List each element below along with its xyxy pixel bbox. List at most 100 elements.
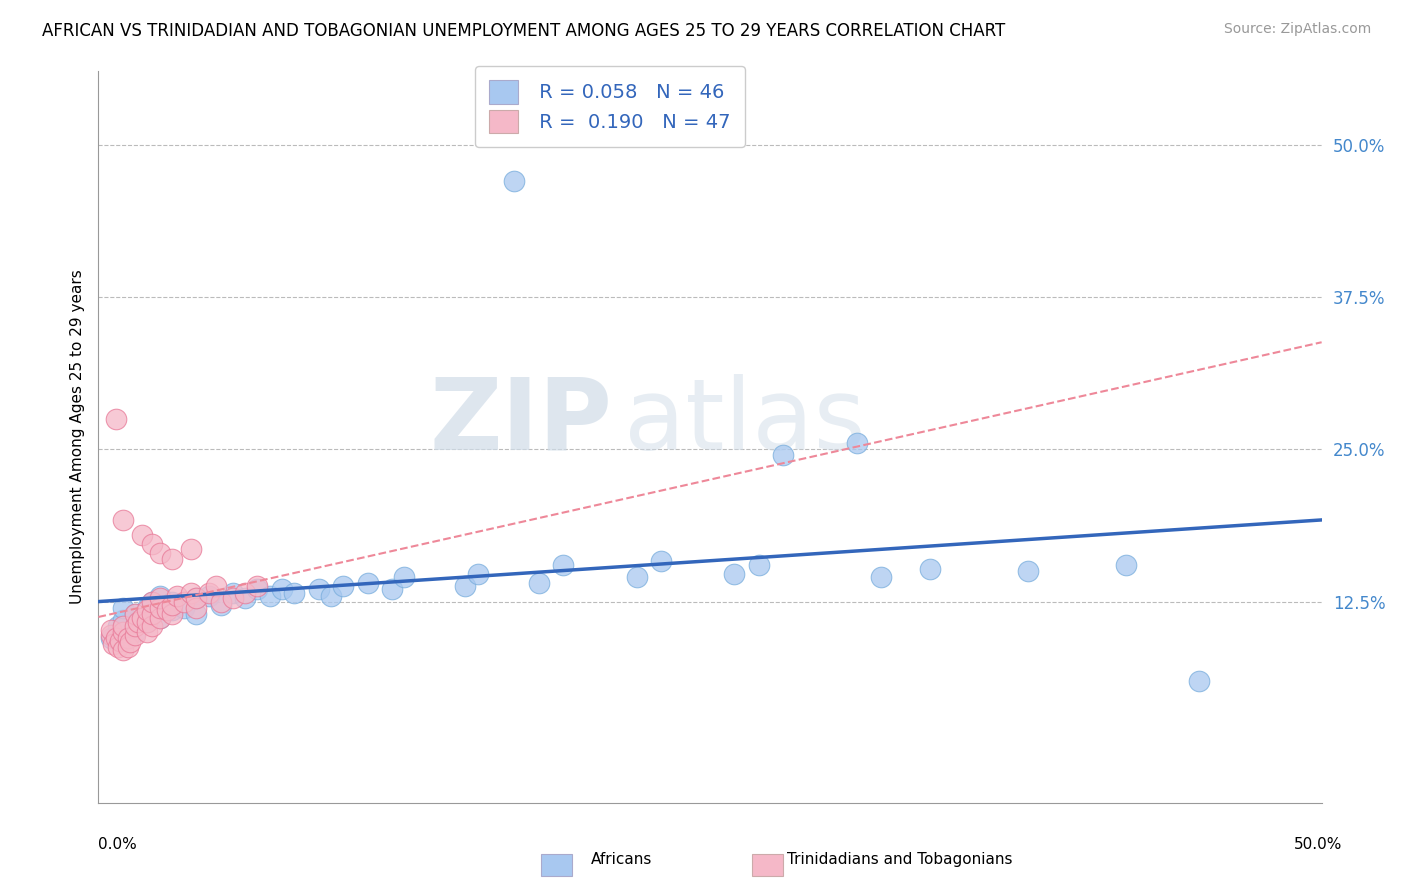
Point <box>270 582 294 597</box>
Point <box>160 607 183 621</box>
Point <box>131 610 153 624</box>
Point <box>180 542 202 557</box>
Point <box>124 607 146 621</box>
Point <box>160 552 183 566</box>
Point <box>772 448 794 462</box>
Point <box>205 579 228 593</box>
Point <box>186 600 208 615</box>
Point <box>173 594 195 608</box>
Point <box>283 586 305 600</box>
Text: 0.0%: 0.0% <box>98 837 138 852</box>
Point <box>233 591 256 605</box>
Point <box>845 436 868 450</box>
Point <box>149 610 172 624</box>
Point <box>120 635 142 649</box>
Point <box>136 600 159 615</box>
FancyBboxPatch shape <box>752 854 783 876</box>
Point <box>136 615 159 630</box>
Point <box>356 576 378 591</box>
Point <box>503 174 526 188</box>
Point <box>723 566 745 581</box>
Point <box>246 582 269 597</box>
Point <box>392 570 416 584</box>
Point <box>149 610 172 624</box>
Point <box>222 591 245 605</box>
Point <box>124 607 146 621</box>
Point <box>1188 673 1211 688</box>
Point <box>209 594 232 608</box>
Point <box>111 643 134 657</box>
Point <box>209 599 232 613</box>
Point <box>100 632 122 646</box>
Point <box>136 615 159 630</box>
Point <box>141 537 163 551</box>
Point <box>149 600 172 615</box>
Point <box>626 570 648 584</box>
Point <box>110 633 132 648</box>
Text: ZIP: ZIP <box>429 374 612 471</box>
Point <box>1017 564 1039 578</box>
Point <box>124 627 146 641</box>
Point <box>104 632 127 646</box>
Point <box>160 599 183 613</box>
Point <box>160 603 183 617</box>
Point <box>136 625 159 640</box>
Point <box>127 615 149 630</box>
Text: AFRICAN VS TRINIDADIAN AND TOBAGONIAN UNEMPLOYMENT AMONG AGES 25 TO 29 YEARS COR: AFRICAN VS TRINIDADIAN AND TOBAGONIAN UN… <box>42 22 1005 40</box>
Point <box>100 623 122 637</box>
Point <box>332 579 354 593</box>
Point <box>454 579 477 593</box>
Point <box>920 562 942 576</box>
Point <box>141 594 163 608</box>
Text: Source: ZipAtlas.com: Source: ZipAtlas.com <box>1223 22 1371 37</box>
Point <box>149 546 172 560</box>
Point <box>166 589 188 603</box>
Point <box>136 603 159 617</box>
Point <box>124 619 146 633</box>
Point <box>111 600 134 615</box>
Point <box>141 619 163 633</box>
Point <box>186 591 208 605</box>
Text: 50.0%: 50.0% <box>1295 837 1343 852</box>
Point <box>111 513 134 527</box>
Point <box>173 600 195 615</box>
Point <box>553 558 575 573</box>
Point <box>117 640 139 654</box>
Point <box>101 637 124 651</box>
Text: Africans: Africans <box>591 852 652 867</box>
Point <box>160 594 183 608</box>
Point <box>104 412 127 426</box>
Point <box>180 586 202 600</box>
Point <box>156 603 179 617</box>
Point <box>467 566 489 581</box>
Point <box>111 625 134 640</box>
Point <box>100 627 122 641</box>
Text: Trinidadians and Tobagonians: Trinidadians and Tobagonians <box>787 852 1012 867</box>
Point <box>1115 558 1137 573</box>
Point <box>259 589 281 603</box>
Point <box>186 591 208 605</box>
Point <box>186 607 208 621</box>
FancyBboxPatch shape <box>541 854 572 876</box>
Point <box>141 607 163 621</box>
Point <box>527 576 550 591</box>
Point <box>141 594 163 608</box>
Point <box>149 591 172 605</box>
Point <box>650 554 672 568</box>
Point <box>748 558 770 573</box>
Point <box>870 570 893 584</box>
Point <box>197 589 219 603</box>
Point <box>381 582 404 597</box>
Point <box>107 619 129 633</box>
Point <box>197 586 219 600</box>
Text: atlas: atlas <box>624 374 866 471</box>
Point <box>308 582 330 597</box>
Point <box>124 625 146 640</box>
Legend:  R = 0.058   N = 46,  R =  0.190   N = 47: R = 0.058 N = 46, R = 0.190 N = 47 <box>475 66 745 147</box>
Point <box>319 589 342 603</box>
Point <box>111 619 134 633</box>
Point <box>222 586 245 600</box>
Point <box>111 613 134 627</box>
Point <box>131 527 153 541</box>
Point <box>233 586 256 600</box>
